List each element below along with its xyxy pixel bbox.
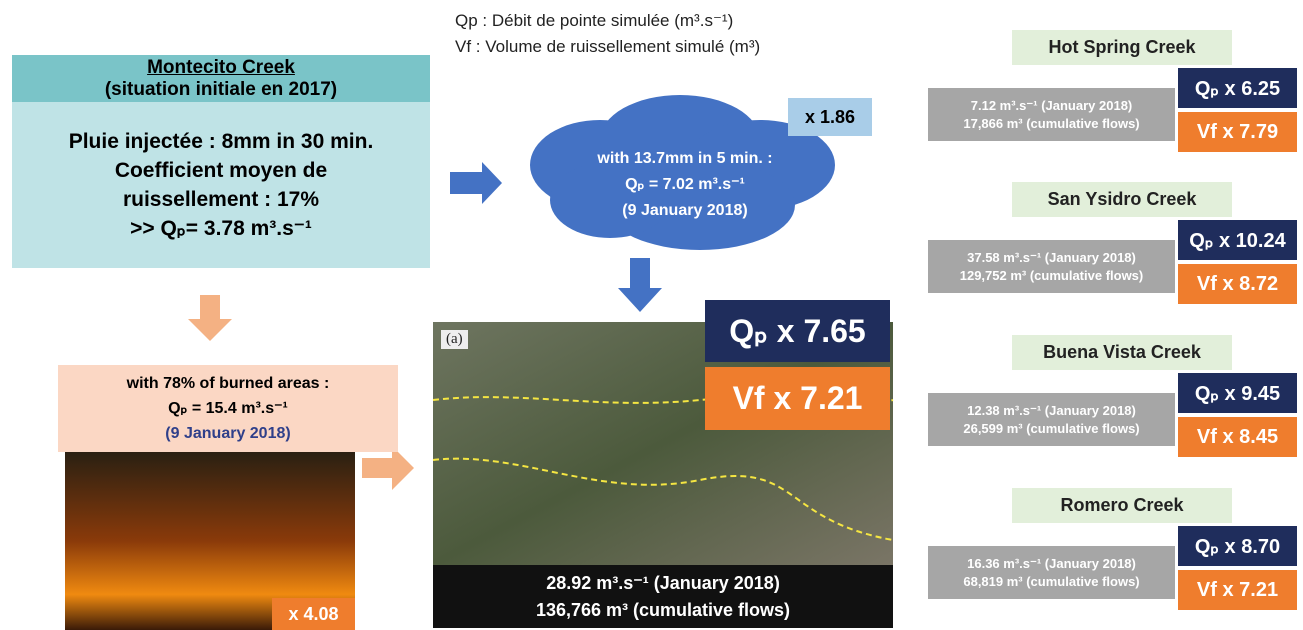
text: 17,866 m³ (cumulative flows) [963,115,1139,133]
legend-text: Qp : Débit de pointe simulée (m³.s⁻¹) [455,8,760,34]
arrow-down [618,258,662,312]
text: 28.92 m³.s⁻¹ (January 2018) [546,570,780,597]
factor: x 1.86 [788,98,872,136]
vf-factor: Vf x 8.45 [1178,417,1297,457]
vf-factor: Vf x 7.21 [705,367,890,430]
arrow-right [450,162,502,204]
text: ruissellement : 17% [123,185,319,214]
text: 68,819 m³ (cumulative flows) [963,573,1139,591]
photo-label: (a) [441,330,468,349]
arrow-right [362,446,414,490]
legend-text: Vf : Volume de ruissellement simulé (m³) [455,34,760,60]
text: 12.38 m³.s⁻¹ (January 2018) [967,402,1136,420]
text: (9 January 2018) [622,198,747,224]
text: >> Qₚ= 3.78 m³.s⁻¹ [130,214,312,243]
text: with 78% of burned areas : [127,371,330,396]
title: Montecito Creek [147,57,295,79]
creek-name: Romero Creek [1012,488,1232,523]
text: 129,752 m³ (cumulative flows) [960,267,1144,285]
text: Pluie injectée : 8mm in 30 min. [69,127,374,156]
creek-flows: 37.58 m³.s⁻¹ (January 2018)129,752 m³ (c… [928,240,1175,293]
text: with 13.7mm in 5 min. : [597,146,772,172]
qp-factor: Qₚ x 10.24 [1178,220,1297,260]
vf-factor: Vf x 7.21 [1178,570,1297,610]
text: Coefficient moyen de [115,156,327,185]
qp-factor: Qₚ x 7.65 [705,300,890,362]
text: 16.36 m³.s⁻¹ (January 2018) [967,555,1136,573]
text: 7.12 m³.s⁻¹ (January 2018) [971,97,1133,115]
text: (9 January 2018) [165,421,290,446]
text: 37.58 m³.s⁻¹ (January 2018) [967,249,1136,267]
subtitle: (situation initiale en 2017) [105,79,337,101]
qp-factor: Qₚ x 6.25 [1178,68,1297,108]
vf-factor: Vf x 7.79 [1178,112,1297,152]
text: 136,766 m³ (cumulative flows) [536,597,790,624]
creek-name: Hot Spring Creek [1012,30,1232,65]
slide: Qp : Débit de pointe simulée (m³.s⁻¹) Vf… [0,0,1303,630]
vf-factor: Vf x 8.72 [1178,264,1297,304]
qp-factor: Qₚ x 8.70 [1178,526,1297,566]
creek-flows: 12.38 m³.s⁻¹ (January 2018)26,599 m³ (cu… [928,393,1175,446]
creek-name: San Ysidro Creek [1012,182,1232,217]
qp-factor: Qₚ x 9.45 [1178,373,1297,413]
creek-name: Buena Vista Creek [1012,335,1232,370]
text: Qₚ = 15.4 m³.s⁻¹ [168,396,288,421]
factor: x 4.08 [272,598,355,630]
text: Qₚ = 7.02 m³.s⁻¹ [625,172,745,198]
arrow-down [188,295,232,341]
creek-flows: 7.12 m³.s⁻¹ (January 2018)17,866 m³ (cum… [928,88,1175,141]
creek-flows: 16.36 m³.s⁻¹ (January 2018)68,819 m³ (cu… [928,546,1175,599]
text: 26,599 m³ (cumulative flows) [963,420,1139,438]
